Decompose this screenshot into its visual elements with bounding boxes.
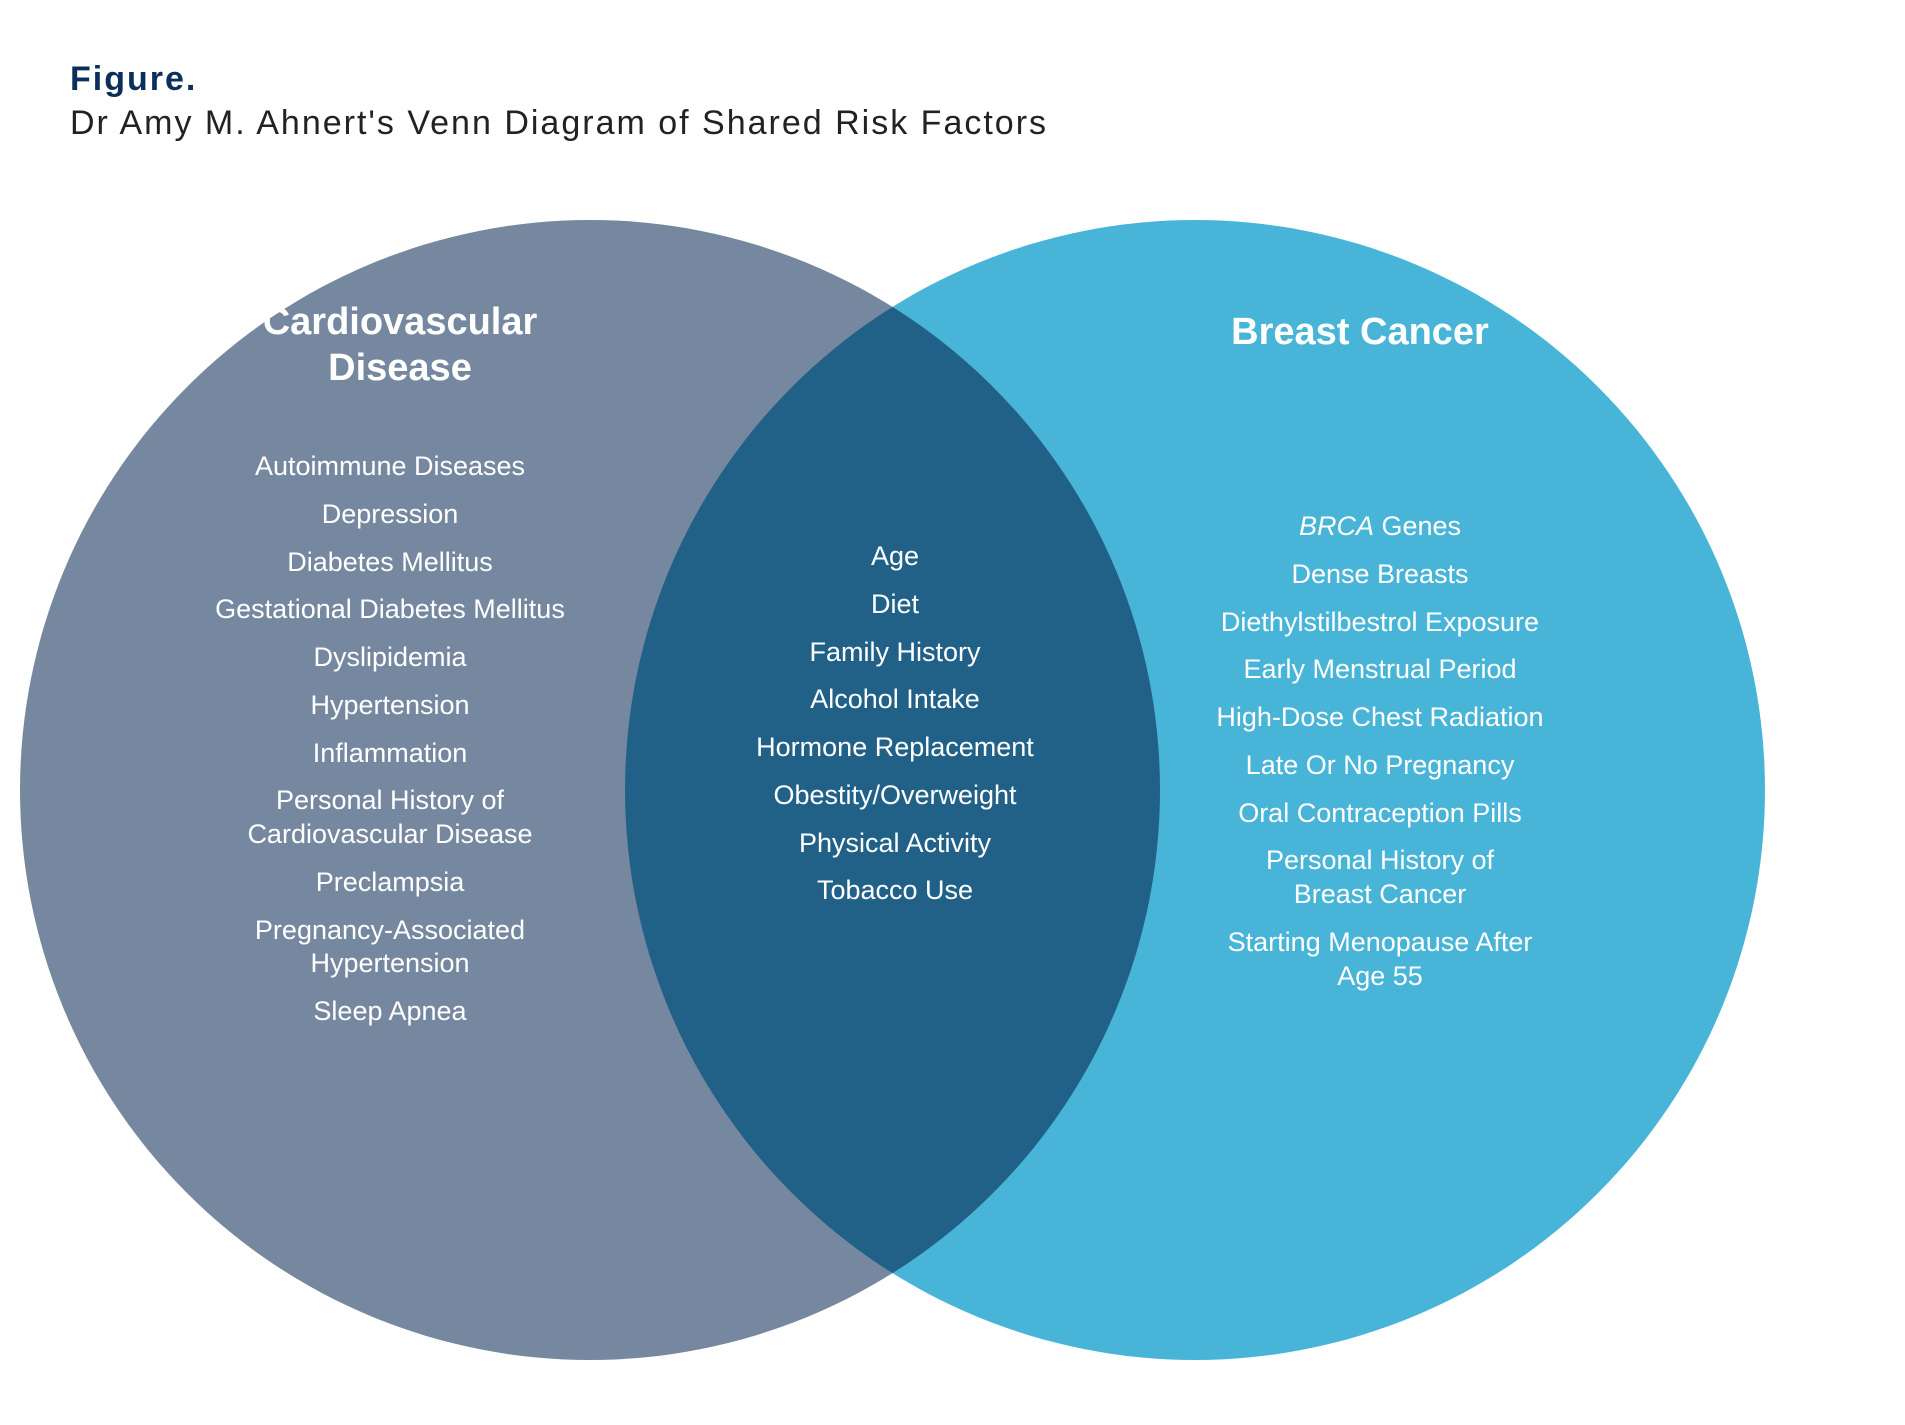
venn-diagram: Cardiovascular Disease Autoimmune Diseas… xyxy=(0,0,1905,1425)
venn-right-items: BRCA Genes Dense Breasts Diethylstilbestro… xyxy=(1100,510,1660,993)
venn-item: Hypertension xyxy=(310,689,469,723)
venn-left-region: Cardiovascular Disease xyxy=(140,300,660,431)
venn-item: Starting Menopause After Age 55 xyxy=(1228,926,1533,994)
venn-item: Alcohol Intake xyxy=(810,683,980,717)
venn-item: Family History xyxy=(809,636,980,670)
venn-center-items: Age Diet Family History Alcohol Intake Hormo… xyxy=(700,540,1090,908)
venn-item: Age xyxy=(871,540,919,574)
venn-item: Personal History of Breast Cancer xyxy=(1266,844,1494,912)
venn-item: Oral Contraception Pills xyxy=(1238,797,1522,831)
venn-item-brca: BRCA Genes xyxy=(1299,510,1461,544)
venn-item: Diabetes Mellitus xyxy=(287,546,493,580)
venn-right-heading: Breast Cancer xyxy=(1100,310,1620,356)
venn-item: Diethylstilbestrol Exposure xyxy=(1221,606,1539,640)
figure-stage: Figure. Dr Amy M. Ahnert's Venn Diagram … xyxy=(0,0,1905,1425)
venn-item: Early Menstrual Period xyxy=(1243,653,1516,687)
venn-item: Diet xyxy=(871,588,919,622)
venn-item: Tobacco Use xyxy=(817,874,973,908)
venn-item: Dyslipidemia xyxy=(313,641,466,675)
venn-item: Hormone Replacement xyxy=(756,731,1034,765)
venn-item: Personal History of Cardiovascular Disea… xyxy=(247,784,532,852)
venn-left-items: Autoimmune Diseases Depression Diabetes Me… xyxy=(90,450,690,1029)
venn-item: Pregnancy-Associated Hypertension xyxy=(255,914,525,982)
venn-item: Preclampsia xyxy=(316,866,465,900)
venn-item: Obestity/Overweight xyxy=(773,779,1016,813)
venn-item: High-Dose Chest Radiation xyxy=(1216,701,1543,735)
venn-item: Late Or No Pregnancy xyxy=(1246,749,1515,783)
venn-item: Depression xyxy=(322,498,459,532)
venn-item: Dense Breasts xyxy=(1291,558,1468,592)
venn-item: Autoimmune Diseases xyxy=(255,450,525,484)
venn-item: Physical Activity xyxy=(799,827,991,861)
venn-item: Inflammation xyxy=(313,737,468,771)
venn-left-heading: Cardiovascular Disease xyxy=(140,300,660,391)
venn-item: Sleep Apnea xyxy=(313,995,466,1029)
venn-right-region: Breast Cancer xyxy=(1100,310,1620,396)
venn-item: Gestational Diabetes Mellitus xyxy=(215,593,565,627)
